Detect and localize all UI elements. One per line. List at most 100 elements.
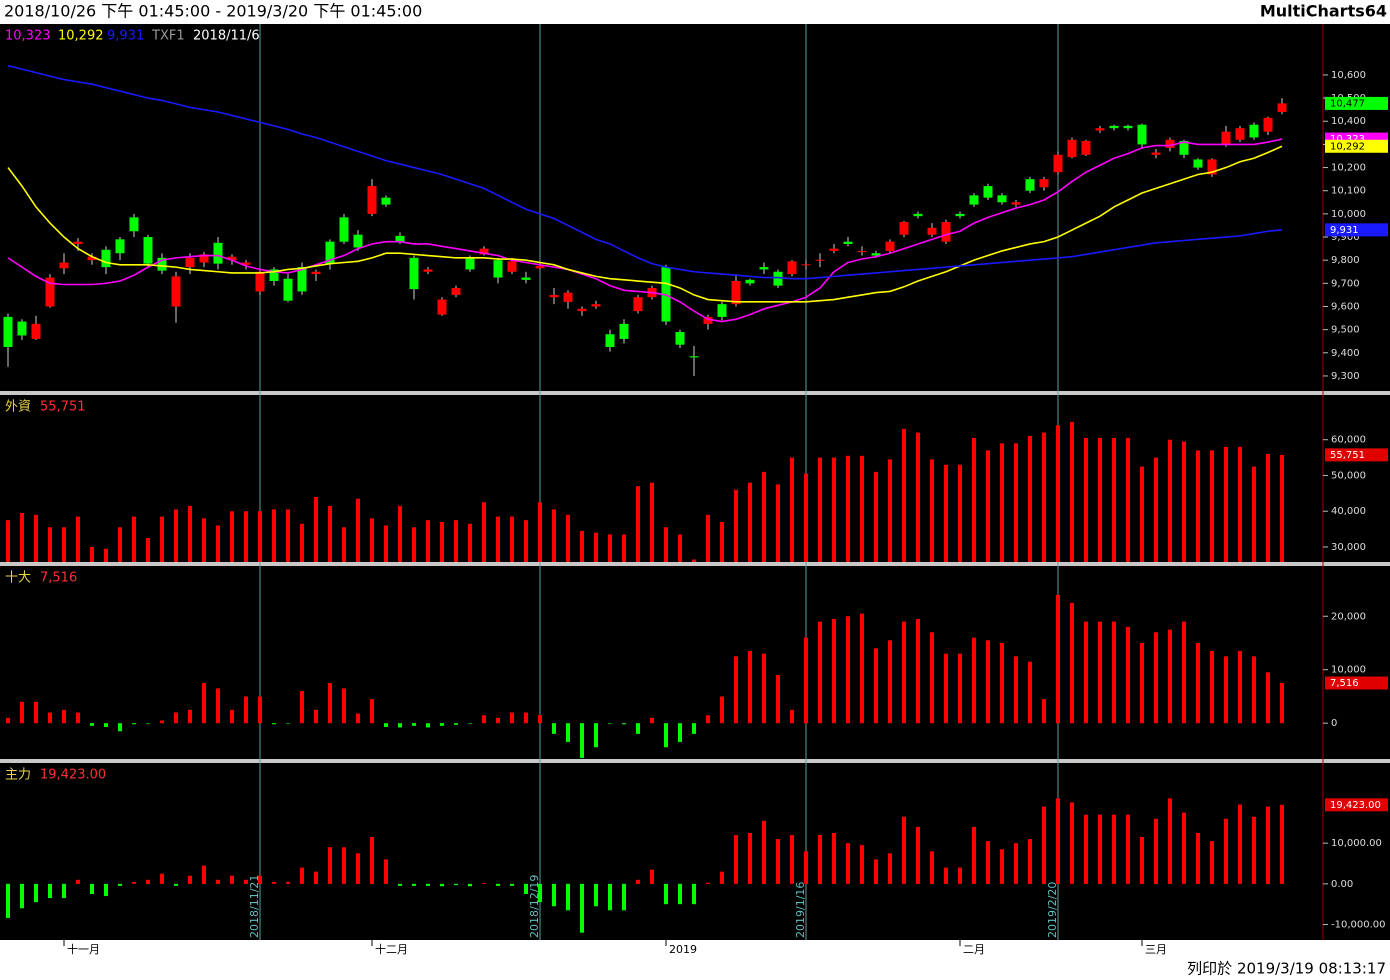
bar	[580, 530, 584, 562]
candle-body	[479, 248, 489, 255]
bar	[216, 688, 220, 724]
bar	[1182, 621, 1186, 724]
candle-body	[31, 323, 41, 339]
bar	[188, 875, 192, 884]
bar	[1028, 839, 1032, 884]
candle-body	[549, 294, 559, 298]
y-tick-label: 10,100	[1331, 186, 1366, 197]
candle-body	[1095, 128, 1105, 131]
candle-body	[1081, 140, 1091, 155]
bar	[1280, 804, 1284, 884]
bar	[1042, 699, 1046, 724]
value-box	[1325, 798, 1388, 812]
bar	[342, 527, 346, 562]
bar	[944, 464, 948, 562]
bar	[356, 713, 360, 724]
candle-body	[717, 304, 727, 317]
x-tick-label: 三月	[1145, 943, 1167, 956]
bar	[972, 637, 976, 724]
bar	[328, 683, 332, 724]
bar	[314, 871, 318, 884]
bar	[930, 632, 934, 724]
bar	[1238, 804, 1242, 884]
bar	[370, 699, 374, 724]
bar	[874, 648, 878, 724]
bar	[412, 883, 416, 886]
value-box	[1325, 676, 1388, 690]
bar	[90, 723, 94, 726]
candle-body	[1179, 140, 1189, 155]
candle-body	[815, 259, 825, 261]
bar	[440, 723, 444, 726]
bar	[482, 715, 486, 724]
candle-body	[269, 269, 279, 282]
candle-body	[283, 278, 293, 301]
bar	[1126, 626, 1130, 724]
bar	[692, 883, 696, 905]
bar	[860, 455, 864, 562]
bar	[860, 613, 864, 724]
bar	[678, 534, 682, 562]
bar	[692, 559, 696, 562]
bar	[174, 712, 178, 724]
candle-body	[101, 249, 111, 268]
bar	[692, 723, 696, 734]
bar	[706, 514, 710, 562]
bar	[510, 712, 514, 724]
bar	[272, 723, 276, 725]
candle-body	[297, 267, 307, 292]
bar	[944, 653, 948, 724]
y-tick-label: 9,700	[1331, 278, 1360, 289]
y-tick-label: 9,900	[1331, 232, 1360, 243]
bar	[972, 826, 976, 884]
bar	[454, 520, 458, 562]
y-tick-label: -10,000.00	[1331, 920, 1386, 931]
bar	[1224, 818, 1228, 884]
bar	[258, 696, 262, 724]
bar	[860, 845, 864, 884]
bar	[1000, 642, 1004, 724]
footer-bar	[0, 940, 1390, 980]
bar	[804, 473, 808, 562]
bar	[580, 883, 584, 933]
bar	[986, 640, 990, 724]
bar	[594, 883, 598, 907]
bar	[1168, 629, 1172, 724]
bar	[804, 851, 808, 884]
bar	[1280, 454, 1284, 562]
bar	[608, 723, 612, 724]
candle-body	[451, 287, 461, 295]
bar	[748, 832, 752, 884]
bar	[1140, 642, 1144, 724]
bar	[90, 546, 94, 562]
candle-body	[437, 299, 447, 315]
candle-body	[997, 195, 1007, 203]
bar	[1238, 651, 1242, 724]
bar	[6, 883, 10, 919]
candle-body	[1039, 179, 1049, 188]
panel-separator	[0, 391, 1390, 395]
bar	[566, 723, 570, 742]
bar	[300, 691, 304, 724]
bar	[720, 871, 724, 884]
candle-body	[577, 308, 587, 312]
candle-body	[731, 281, 741, 305]
candle-body	[1151, 152, 1161, 155]
bar	[1014, 443, 1018, 562]
bar	[76, 712, 80, 724]
bar	[1014, 843, 1018, 884]
bar	[202, 518, 206, 562]
bar	[454, 883, 458, 886]
bar	[608, 883, 612, 911]
bar	[300, 867, 304, 884]
bar	[104, 548, 108, 562]
candle-body	[367, 186, 377, 214]
y-tick-label: 10,000	[1331, 665, 1366, 676]
candle-body	[409, 257, 419, 290]
bar	[538, 715, 542, 724]
bar	[1210, 450, 1214, 562]
bar	[230, 875, 234, 884]
bar	[1252, 656, 1256, 724]
bar	[734, 656, 738, 724]
bar	[762, 820, 766, 884]
